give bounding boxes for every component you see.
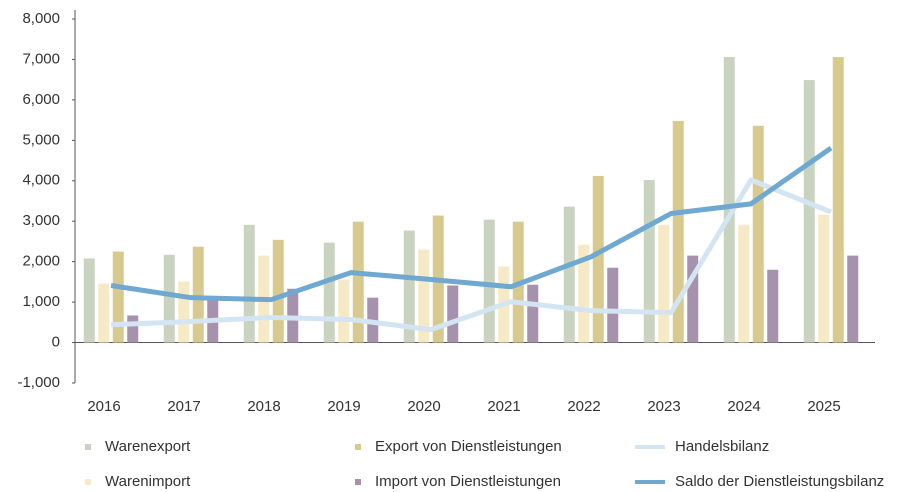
bar xyxy=(272,239,284,343)
bar xyxy=(563,206,575,343)
bar xyxy=(323,242,335,343)
bar xyxy=(192,246,204,343)
bar xyxy=(352,221,364,343)
bar xyxy=(127,315,139,343)
legend-swatch xyxy=(85,444,91,450)
bar xyxy=(243,224,255,343)
x-tick-label: 2022 xyxy=(567,398,600,415)
y-tick-label: 0 xyxy=(52,334,60,351)
bar xyxy=(672,120,684,343)
line xyxy=(110,177,832,333)
bar xyxy=(447,285,459,343)
y-tick-label: -1,000 xyxy=(17,374,60,391)
x-tick-label: 2021 xyxy=(487,398,520,415)
y-tick-label: 4,000 xyxy=(22,172,60,189)
bar xyxy=(418,249,430,343)
bar xyxy=(847,255,859,343)
bar xyxy=(723,57,735,343)
y-tick-label: 2,000 xyxy=(22,253,60,270)
bar xyxy=(338,279,350,343)
bar xyxy=(163,254,175,343)
bar xyxy=(767,269,779,343)
y-tick-label: 8,000 xyxy=(22,10,60,27)
bar xyxy=(803,80,815,343)
x-tick-label: 2024 xyxy=(727,398,760,415)
legend-label: Handelsbilanz xyxy=(675,438,769,455)
legend-swatch xyxy=(355,444,361,450)
x-tick-label: 2017 xyxy=(167,398,200,415)
bar xyxy=(658,224,670,343)
y-tick-label: 5,000 xyxy=(22,131,60,148)
x-tick-label: 2020 xyxy=(407,398,440,415)
bar xyxy=(578,244,590,343)
bar xyxy=(403,230,415,343)
y-tick-label: 7,000 xyxy=(22,50,60,67)
bar xyxy=(98,283,110,343)
bar xyxy=(818,214,830,343)
x-tick-label: 2023 xyxy=(647,398,680,415)
bar xyxy=(527,284,539,343)
bar xyxy=(592,175,604,343)
legend-label: Import von Dienstleistungen xyxy=(375,473,561,490)
x-tick-label: 2019 xyxy=(327,398,360,415)
y-tick-label: 1,000 xyxy=(22,293,60,310)
legend-label: Warenimport xyxy=(105,473,191,490)
x-tick-label: 2016 xyxy=(87,398,120,415)
bar xyxy=(687,255,699,343)
bar xyxy=(752,125,764,343)
y-tick-label: 6,000 xyxy=(22,91,60,108)
bar xyxy=(738,224,750,343)
x-tick-label: 2018 xyxy=(247,398,280,415)
legend-label: Export von Dienstleistungen xyxy=(375,438,562,455)
bar xyxy=(483,219,495,343)
line xyxy=(110,145,833,303)
legend-label: Saldo der Dienstleistungsbilanz xyxy=(675,473,884,490)
x-tick-label: 2025 xyxy=(807,398,840,415)
bar xyxy=(83,258,95,343)
bar xyxy=(607,267,619,343)
bar xyxy=(643,179,655,343)
bar xyxy=(178,281,190,343)
y-tick-label: 3,000 xyxy=(22,212,60,229)
legend-swatch xyxy=(85,479,91,485)
legend-label: Warenexport xyxy=(105,438,191,455)
legend-swatch xyxy=(355,479,361,485)
bar xyxy=(112,251,124,343)
bar xyxy=(832,57,844,343)
